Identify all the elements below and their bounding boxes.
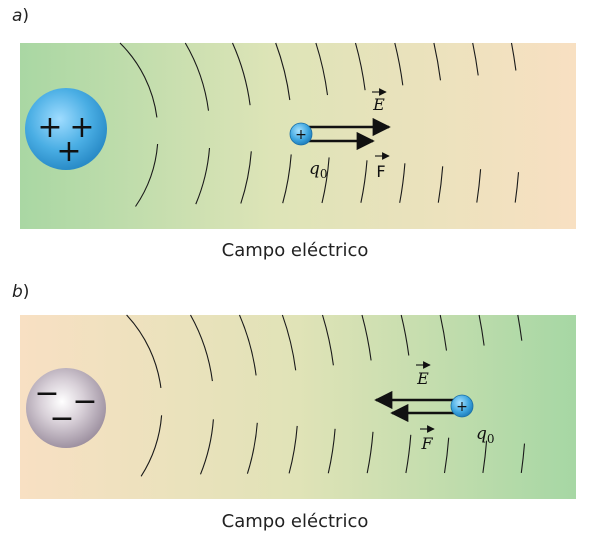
source-minus-2: − (72, 384, 97, 419)
panel-a: + + + + E F q0 (20, 43, 576, 229)
test-charge-sign-b: + (456, 399, 468, 415)
caption-a: Campo eléctrico (0, 240, 590, 261)
caption-b: Campo eléctrico (0, 511, 590, 532)
test-charge-sign-a: + (295, 127, 307, 143)
label-F-b: F (420, 434, 433, 453)
source-plus-3: + (56, 134, 81, 169)
label-F-a: F (376, 162, 385, 181)
label-E-b: E (416, 369, 429, 388)
source-minus-3: − (49, 401, 74, 436)
panel-b: − − − + E F q0 (20, 315, 576, 499)
label-E-a: E (372, 95, 385, 114)
